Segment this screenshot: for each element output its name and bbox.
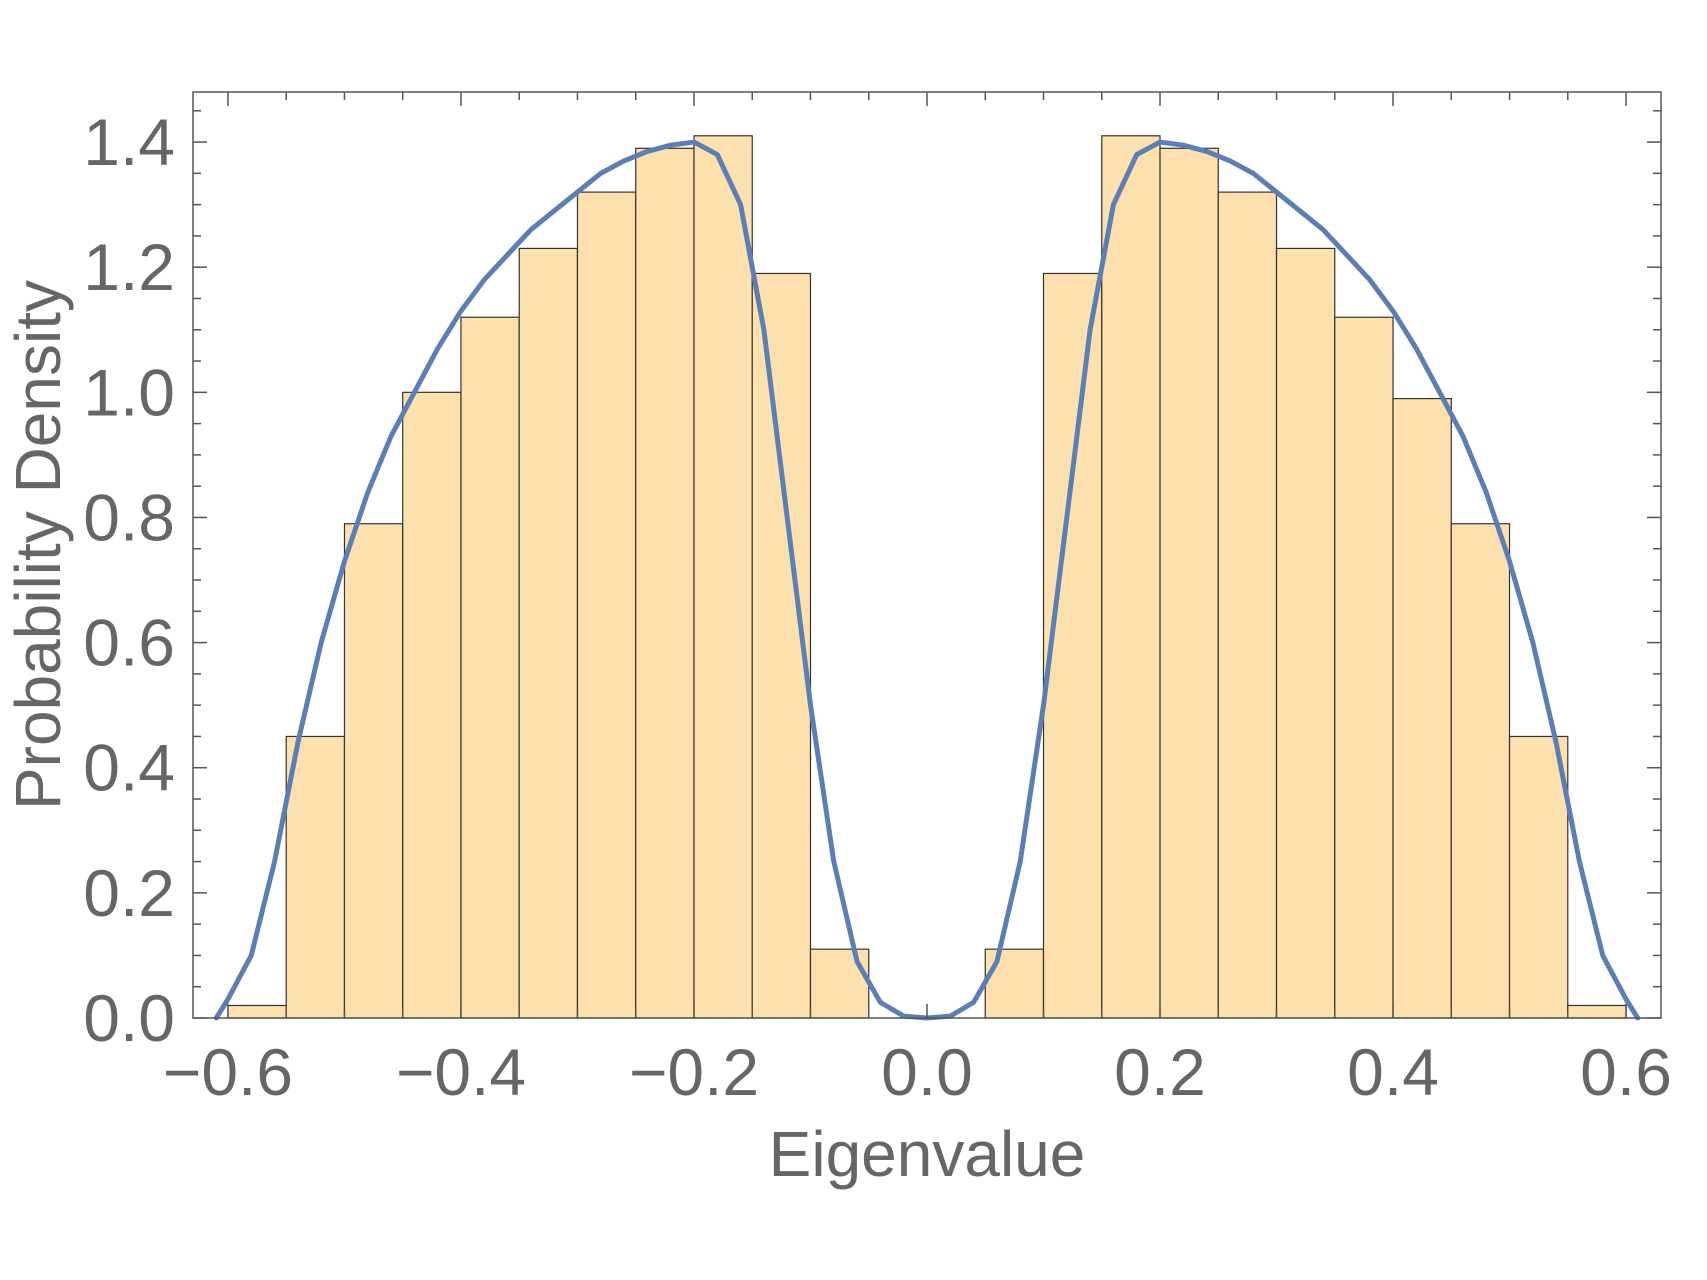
histogram-bar <box>518 247 579 1019</box>
x-tick-label: 0.4 <box>1347 1035 1439 1109</box>
histogram-bar <box>285 735 346 1019</box>
y-tick-label: 0.2 <box>83 856 175 930</box>
x-tick-label: 0.0 <box>881 1035 973 1109</box>
y-tick-label: 1.0 <box>83 355 175 429</box>
x-tick-label: −0.6 <box>163 1035 293 1109</box>
histogram-bar <box>227 1004 287 1019</box>
histogram-bar <box>1567 1004 1627 1019</box>
x-tick-label: 0.2 <box>1114 1035 1206 1109</box>
histogram-bar <box>693 135 753 1019</box>
histogram-bar <box>1508 735 1569 1019</box>
y-tick-label: 0.6 <box>83 606 175 680</box>
y-axis-ticks: 0.0 0.2 0.4 0.6 0.8 1.0 1.2 1.4 <box>83 105 1661 1055</box>
histogram-bar <box>635 147 695 1019</box>
histogram-bar <box>809 948 870 1019</box>
histogram-bar <box>1159 147 1219 1019</box>
y-tick-label: 1.2 <box>83 230 175 304</box>
histogram-bar <box>1392 397 1452 1019</box>
histogram-bar <box>402 391 462 1019</box>
y-tick-label: 1.4 <box>83 105 175 179</box>
histogram-bars <box>227 135 1627 1019</box>
histogram-bar <box>1334 316 1394 1019</box>
histogram-bar <box>1275 247 1336 1019</box>
y-tick-label: 0.4 <box>83 731 175 805</box>
y-axis-label: Probability Density <box>2 280 74 810</box>
y-tick-label: 0.8 <box>83 480 175 554</box>
histogram-bar <box>1101 135 1161 1019</box>
x-tick-label: 0.6 <box>1580 1035 1672 1109</box>
x-axis-label: Eigenvalue <box>769 1118 1086 1190</box>
histogram-bar <box>1450 523 1511 1019</box>
y-tick-label: 0.0 <box>83 981 175 1055</box>
histogram-bar <box>1217 191 1278 1019</box>
histogram-bar <box>343 523 404 1019</box>
histogram-bar <box>576 191 637 1019</box>
x-axis-ticks: −0.6 −0.4 −0.2 0.0 0.2 0.4 0.6 <box>163 92 1672 1109</box>
histogram-bar <box>984 948 1045 1019</box>
histogram-bar <box>460 316 520 1019</box>
x-tick-label: −0.4 <box>396 1035 526 1109</box>
x-tick-label: −0.2 <box>629 1035 759 1109</box>
